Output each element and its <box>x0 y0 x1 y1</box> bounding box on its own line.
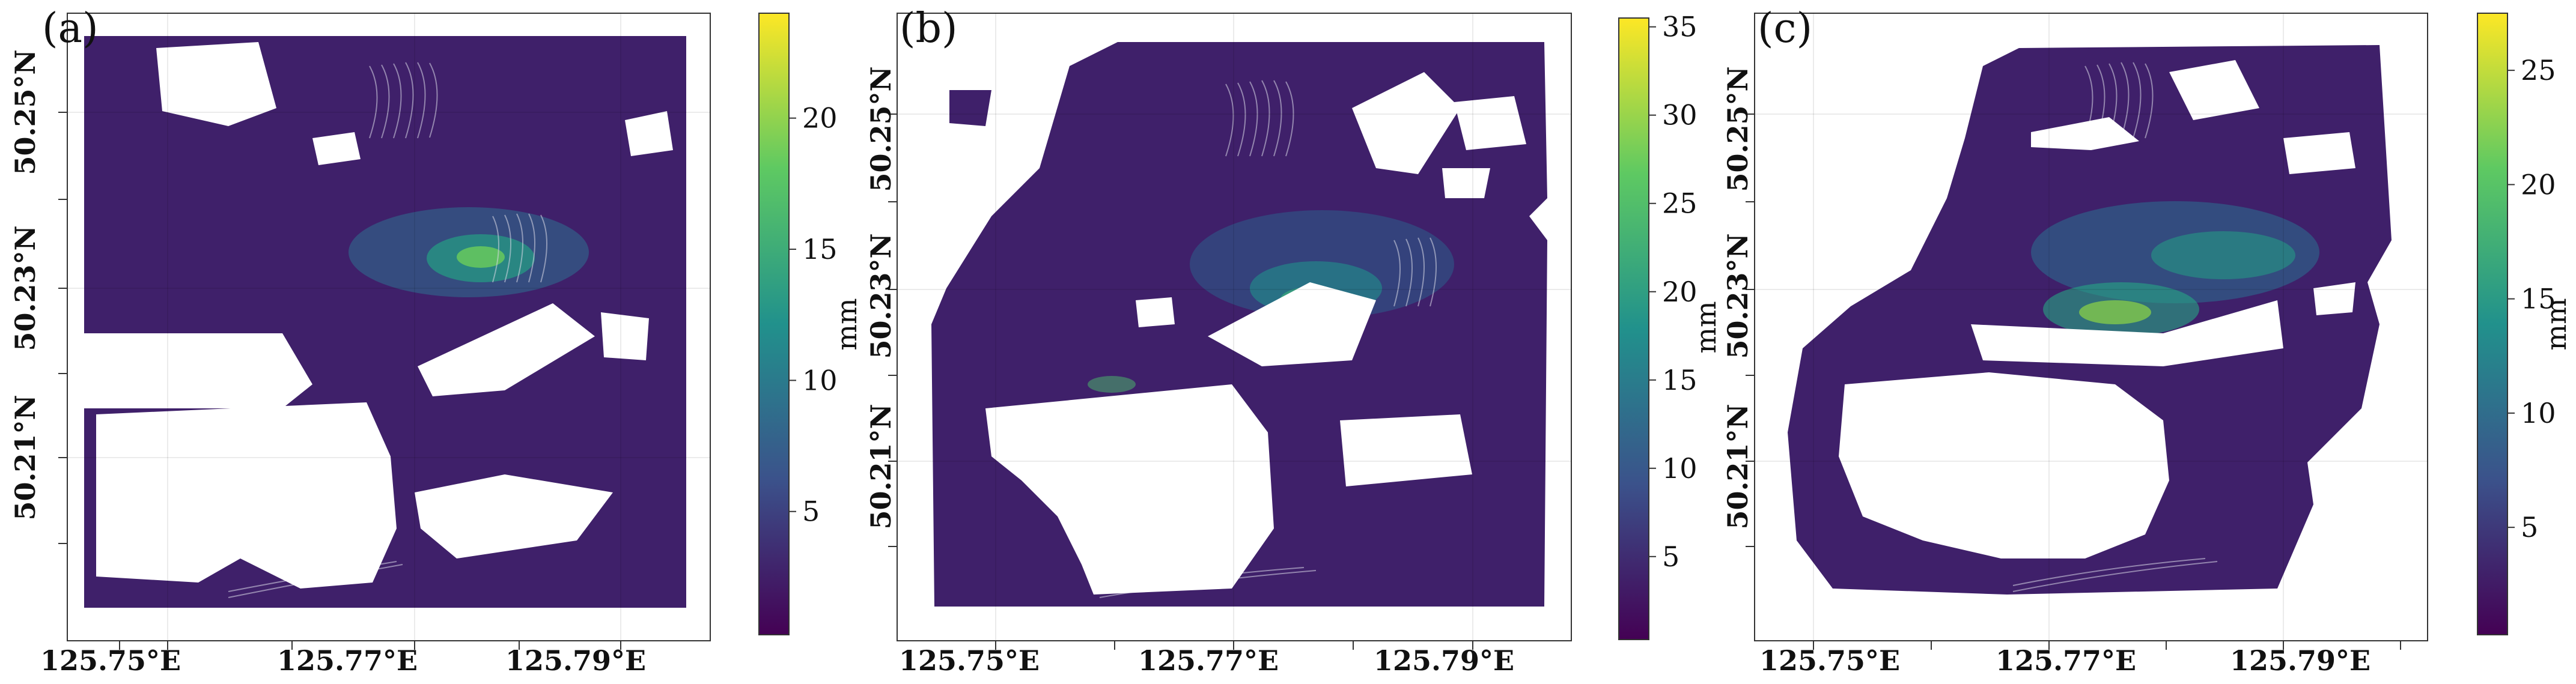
panel-c-gridlines <box>1755 13 2428 641</box>
panel-a-x-tick-label: 125.77°E <box>277 644 418 677</box>
panel-a-y-tick-label: 50.21°N <box>9 395 41 520</box>
panel-b-x-tick-label: 125.79°E <box>1374 644 1514 677</box>
colorbar-tick-label: 35 <box>1662 11 1698 43</box>
colorbar-tick-label: 10 <box>2521 397 2556 429</box>
panel-b-y-axis-ticks <box>888 113 897 547</box>
panel-c-x-tick-label: 125.77°E <box>1996 644 2136 677</box>
panel-b-map <box>897 13 1571 641</box>
colorbar-tick-label: 25 <box>2521 54 2556 86</box>
panel-b-colorbar-unit: mm <box>1690 301 1722 353</box>
panel-b-x-axis-ticks <box>995 641 1473 650</box>
colorbar-tick-label: 10 <box>802 364 838 396</box>
panel-a-x-tick-label: 125.75°E <box>40 644 181 677</box>
colorbar-tick-label: 5 <box>802 495 820 528</box>
panel-c-label: (c) <box>1758 5 1812 52</box>
panel-c-y-tick-label: 50.21°N <box>1722 404 1754 529</box>
panel-c-y-tick-label: 50.23°N <box>1722 233 1754 359</box>
colorbar-tick-label: 20 <box>1662 276 1698 308</box>
colorbar-tick-label: 10 <box>1662 452 1698 485</box>
panel-a-y-tick-label: 50.25°N <box>9 49 41 175</box>
panel-b-colorbar: 5 10 15 20 25 30 35 mm <box>1618 11 1722 640</box>
panel-c-colorbar-unit: mm <box>2540 298 2572 350</box>
panel-a-x-axis-ticks <box>119 641 621 650</box>
panel-a-frame <box>67 13 711 641</box>
colorbar-tick-label: 25 <box>1662 187 1698 220</box>
panel-a-x-tick-label: 125.79°E <box>505 644 646 677</box>
panel-b-label: (b) <box>900 5 958 52</box>
panel-a-colorbar-unit: mm <box>830 298 863 350</box>
panel-c-y-tick-label: 50.25°N <box>1722 66 1754 192</box>
panel-b-y-tick-label: 50.23°N <box>865 233 897 359</box>
panel-a: (a) 125.75°E 125.77°E 125.79°E 50.25°N 5… <box>9 5 863 677</box>
panel-c-x-tick-label: 125.75°E <box>1759 644 1900 677</box>
panel-c-y-axis-ticks <box>1746 113 1755 547</box>
colorbar-tick-label: 30 <box>1662 99 1698 132</box>
colorbar-tick-label: 5 <box>1662 540 1679 573</box>
panel-a-label: (a) <box>42 5 99 52</box>
colorbar-gradient <box>758 13 790 635</box>
panel-c-map <box>1755 13 2428 641</box>
panel-a-colorbar: 5 10 15 20 mm <box>758 13 863 635</box>
colorbar-tick-label: 5 <box>2521 511 2538 543</box>
panel-c-frame <box>1754 13 2428 641</box>
colorbar-tick-label: 15 <box>1662 364 1698 396</box>
colorbar-tick-label: 20 <box>802 102 838 135</box>
panel-b-x-tick-label: 125.75°E <box>899 644 1040 677</box>
panel-b-gridlines <box>897 13 1571 641</box>
panel-a-y-tick-label: 50.23°N <box>9 225 41 351</box>
colorbar-gradient <box>1618 17 1649 640</box>
panel-a-gridlines <box>67 13 710 641</box>
panel-a-map <box>67 13 710 641</box>
colorbar-gradient <box>2477 13 2508 635</box>
panel-b: (b) 125.75°E 125.77°E 125.79°E 50.25°N 5… <box>865 5 1722 677</box>
panel-c: (c) 125.75°E 125.77°E 125.79°E 50.25°N 5… <box>1722 5 2572 677</box>
panel-c-x-tick-label: 125.79°E <box>2230 644 2370 677</box>
panel-c-x-axis-ticks <box>1813 641 2401 650</box>
panel-c-colorbar: 5 10 15 20 25 mm <box>2477 13 2572 635</box>
colorbar-tick-label: 20 <box>2521 168 2556 201</box>
panel-a-y-axis-ticks <box>58 112 67 544</box>
colorbar-tick-label: 15 <box>802 233 838 265</box>
panel-b-y-tick-label: 50.21°N <box>865 404 897 529</box>
panel-b-y-tick-label: 50.25°N <box>865 66 897 192</box>
colorbar-tick-label: 15 <box>2521 283 2556 315</box>
panel-b-x-tick-label: 125.77°E <box>1138 644 1279 677</box>
